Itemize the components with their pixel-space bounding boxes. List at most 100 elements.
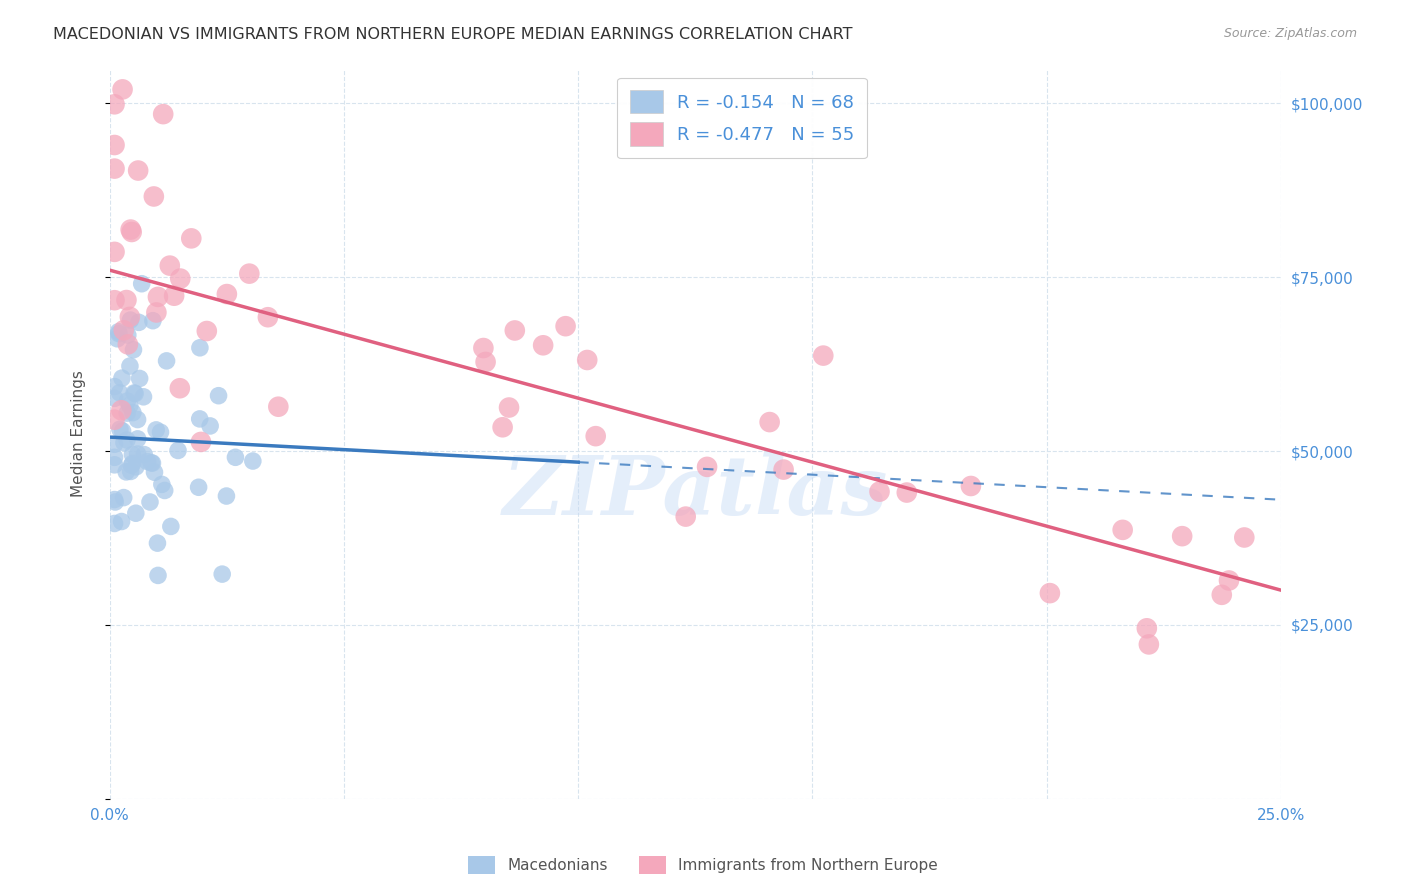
Point: [585, 429, 607, 443]
Text: Source: ZipAtlas.com: Source: ZipAtlas.com: [1223, 27, 1357, 40]
Point: [115, 433, 138, 447]
Point: [127, 163, 149, 178]
Point: [224, 450, 246, 465]
Point: [242, 454, 264, 468]
Point: [127, 412, 149, 426]
Point: [149, 425, 172, 440]
Point: [122, 343, 145, 357]
Point: [111, 371, 134, 385]
Point: [103, 392, 125, 406]
Point: [110, 515, 132, 529]
Point: [152, 107, 174, 121]
Point: [118, 310, 141, 324]
Point: [142, 314, 165, 328]
Y-axis label: Median Earnings: Median Earnings: [72, 370, 86, 497]
Point: [128, 371, 150, 385]
Point: [215, 489, 238, 503]
Point: [118, 399, 141, 413]
Point: [127, 432, 149, 446]
Point: [1211, 588, 1233, 602]
Point: [896, 485, 918, 500]
Point: [160, 519, 183, 533]
Legend: Macedonians, Immigrants from Northern Europe: Macedonians, Immigrants from Northern Eu…: [461, 850, 945, 880]
Point: [108, 326, 131, 341]
Point: [139, 495, 162, 509]
Point: [198, 419, 221, 434]
Point: [103, 244, 125, 259]
Text: MACEDONIAN VS IMMIGRANTS FROM NORTHERN EUROPE MEDIAN EARNINGS CORRELATION CHART: MACEDONIAN VS IMMIGRANTS FROM NORTHERN E…: [53, 27, 853, 42]
Point: [211, 567, 233, 582]
Point: [120, 222, 142, 236]
Point: [503, 323, 526, 337]
Point: [167, 443, 190, 458]
Point: [121, 458, 143, 473]
Point: [675, 509, 697, 524]
Point: [121, 225, 143, 239]
Point: [491, 420, 513, 434]
Point: [472, 341, 495, 355]
Point: [146, 290, 169, 304]
Point: [121, 457, 143, 471]
Point: [474, 355, 496, 369]
Point: [120, 313, 142, 327]
Point: [153, 483, 176, 498]
Point: [143, 465, 166, 479]
Point: [187, 480, 209, 494]
Point: [108, 422, 131, 436]
Point: [576, 353, 599, 368]
Point: [188, 412, 211, 426]
Point: [146, 536, 169, 550]
Point: [155, 354, 177, 368]
Point: [238, 267, 260, 281]
Point: [772, 462, 794, 476]
Legend: R = -0.154   N = 68, R = -0.477   N = 55: R = -0.154 N = 68, R = -0.477 N = 55: [617, 78, 868, 158]
Point: [531, 338, 554, 352]
Point: [132, 390, 155, 404]
Point: [103, 293, 125, 308]
Point: [1137, 637, 1160, 651]
Point: [103, 492, 125, 507]
Point: [180, 231, 202, 245]
Point: [869, 484, 891, 499]
Point: [111, 424, 134, 438]
Point: [960, 479, 983, 493]
Point: [125, 459, 148, 474]
Point: [190, 434, 212, 449]
Point: [169, 381, 191, 395]
Point: [104, 495, 127, 509]
Point: [1233, 531, 1256, 545]
Point: [103, 413, 125, 427]
Point: [103, 138, 125, 153]
Point: [103, 450, 125, 465]
Point: [103, 379, 125, 393]
Point: [112, 435, 135, 450]
Point: [163, 289, 186, 303]
Point: [758, 415, 780, 429]
Point: [103, 458, 125, 472]
Point: [120, 465, 142, 479]
Point: [142, 189, 165, 203]
Point: [696, 459, 718, 474]
Point: [117, 328, 139, 343]
Point: [257, 310, 280, 325]
Point: [122, 386, 145, 401]
Point: [112, 491, 135, 505]
Point: [131, 277, 153, 291]
Point: [207, 389, 229, 403]
Point: [111, 82, 134, 96]
Point: [121, 448, 143, 462]
Point: [1039, 586, 1062, 600]
Point: [110, 403, 132, 417]
Point: [103, 161, 125, 176]
Point: [117, 394, 139, 409]
Point: [169, 271, 191, 285]
Point: [150, 477, 173, 491]
Point: [117, 337, 139, 351]
Point: [107, 325, 129, 339]
Point: [498, 401, 520, 415]
Point: [134, 448, 156, 462]
Point: [1111, 523, 1133, 537]
Point: [1136, 621, 1159, 635]
Point: [1218, 574, 1240, 588]
Point: [115, 465, 138, 479]
